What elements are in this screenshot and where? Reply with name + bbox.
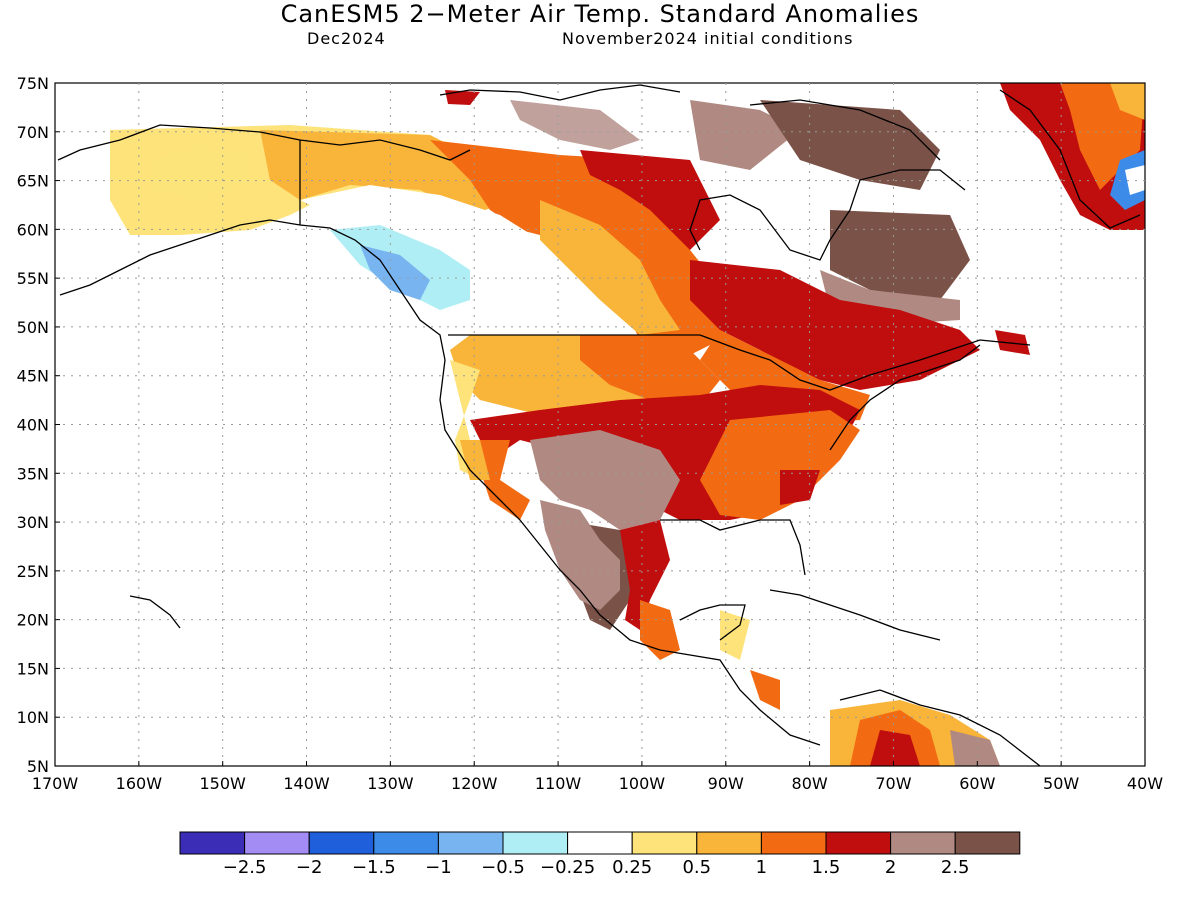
lat-label: 55N <box>17 269 49 288</box>
lat-label: 60N <box>17 220 49 239</box>
colorbar-swatch <box>825 831 892 855</box>
lat-label: 35N <box>17 464 49 483</box>
colorbar-swatch <box>179 831 246 855</box>
colorbar-label: 2 <box>885 857 896 878</box>
lat-label: 45N <box>17 367 49 386</box>
colorbar-swatch <box>760 831 827 855</box>
forecast-month: Dec2024 <box>307 29 386 48</box>
latitude-labels: 75N 70N 65N 60N 55N 50N 45N 40N 35N 30N 25N 20N 15N 1… <box>17 74 60 776</box>
colorbar-label: −0.5 <box>481 857 525 878</box>
colorbar-swatch <box>954 831 1021 855</box>
colorbar-swatch <box>696 831 762 855</box>
graticule <box>55 83 1145 766</box>
colorbar-label: −1.5 <box>352 857 396 878</box>
colorbar-label: −2 <box>296 857 323 878</box>
colorbar: −2.5 −2 −1.5 −1 −0.5 −0.25 0.25 0.5 1 1.5 2 2.5 <box>179 831 1021 878</box>
colorbar-label: −2.5 <box>223 857 267 878</box>
colorbar-label: 1.5 <box>812 857 841 878</box>
lon-label: 70W <box>875 774 911 793</box>
anomaly-shading <box>110 83 1145 766</box>
colorbar-label: 0.25 <box>612 857 652 878</box>
colorbar-label: −1 <box>425 857 452 878</box>
lon-label: 40W <box>1127 774 1163 793</box>
lon-label: 150W <box>200 774 247 793</box>
lon-label: 140W <box>283 774 330 793</box>
lat-label: 40N <box>17 416 49 435</box>
colorbar-label: 1 <box>756 857 767 878</box>
lat-label: 75N <box>17 74 49 93</box>
lat-label: 70N <box>17 123 49 142</box>
lat-label: 20N <box>17 611 49 630</box>
lat-label: 30N <box>17 513 49 532</box>
lat-label: 10N <box>17 708 49 727</box>
lon-label: 80W <box>792 774 828 793</box>
lon-label: 170W <box>32 774 79 793</box>
lat-label: 15N <box>17 659 49 678</box>
lat-label: 25N <box>17 562 49 581</box>
lat-label: 50N <box>17 318 49 337</box>
lon-label: 110W <box>535 774 582 793</box>
colorbar-label: −0.25 <box>540 857 595 878</box>
colorbar-swatch <box>373 831 439 855</box>
lat-label: 65N <box>17 172 49 191</box>
lon-label: 120W <box>451 774 498 793</box>
colorbar-swatch <box>244 831 310 855</box>
map-title: CanESM5 2−Meter Air Temp. Standard Anoma… <box>280 0 920 28</box>
lon-label: 130W <box>367 774 414 793</box>
longitude-labels: 170W 160W 150W 140W 130W 120W 110W 100W 90W 80W 70… <box>32 761 1163 793</box>
colorbar-swatch <box>308 831 375 855</box>
colorbar-swatch <box>502 831 569 855</box>
lon-label: 60W <box>959 774 995 793</box>
coastlines <box>57 84 1141 766</box>
initial-conditions: November2024 initial conditions <box>562 29 854 48</box>
lat-label: 5N <box>27 757 49 776</box>
colorbar-swatch <box>567 831 633 855</box>
lon-label: 160W <box>116 774 163 793</box>
lon-label: 100W <box>619 774 666 793</box>
colorbar-label: 0.5 <box>682 857 711 878</box>
colorbar-label: 2.5 <box>941 857 970 878</box>
colorbar-swatch <box>890 831 956 855</box>
colorbar-swatch <box>437 831 504 855</box>
lon-label: 90W <box>708 774 744 793</box>
lon-label: 50W <box>1043 774 1079 793</box>
colorbar-swatch <box>631 831 698 855</box>
